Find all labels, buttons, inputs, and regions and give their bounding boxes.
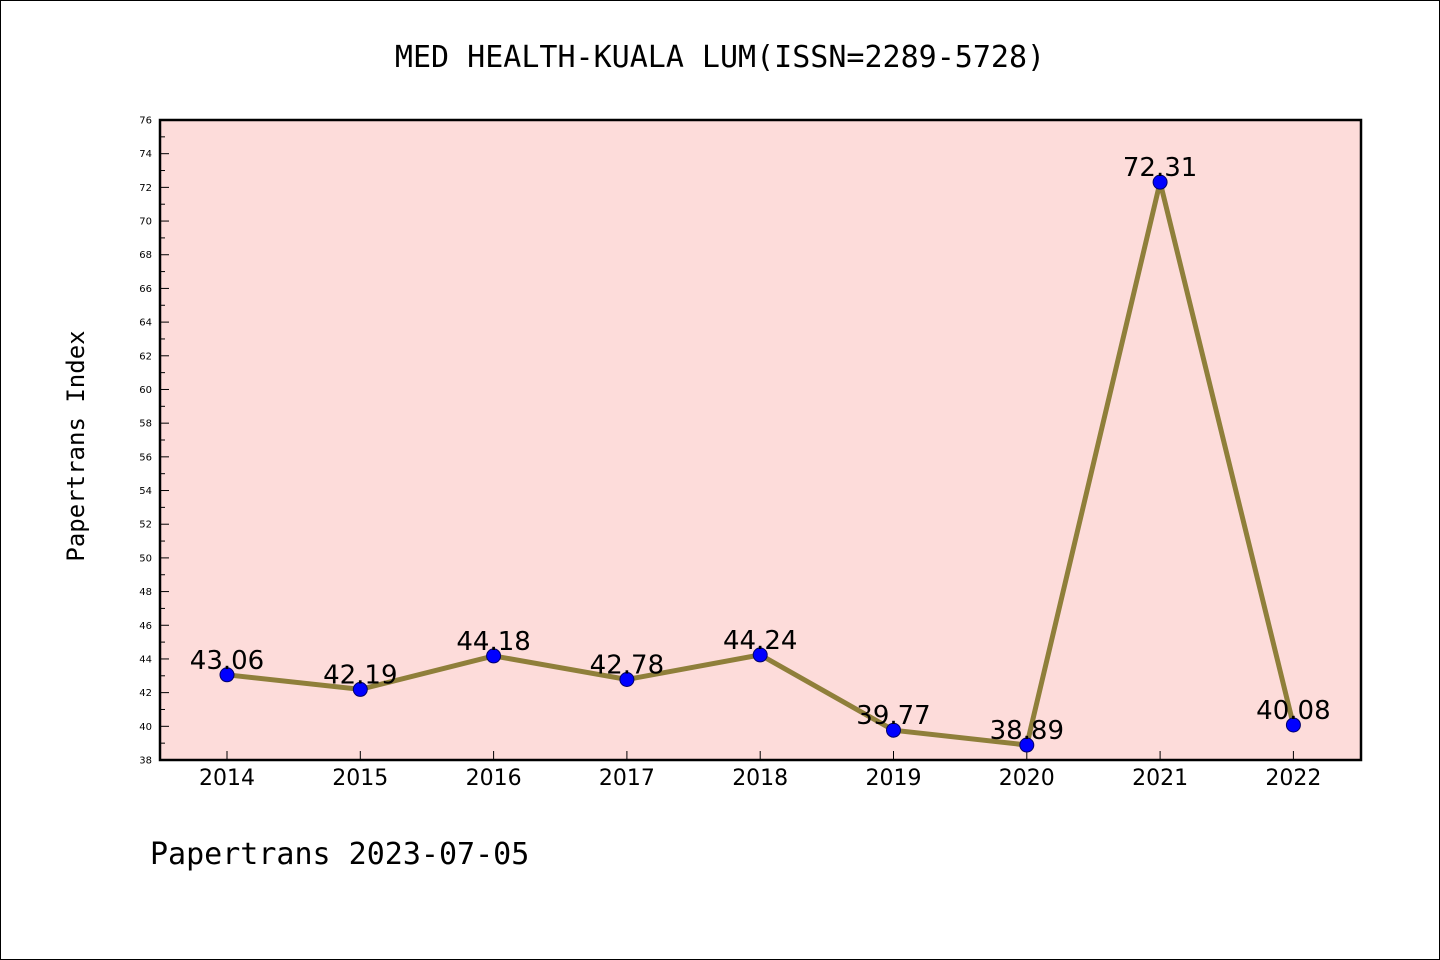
y-tick-label: 64 — [139, 318, 152, 329]
data-label: 42.78 — [590, 650, 664, 680]
data-label: 40.08 — [1256, 696, 1330, 726]
data-points — [219, 174, 1301, 753]
y-axis-label: Papertrans Index — [62, 330, 90, 561]
x-tick-label: 2017 — [599, 766, 655, 791]
x-tick-label: 2021 — [1132, 766, 1188, 791]
data-label: 44.18 — [456, 627, 530, 657]
x-tick-label: 2020 — [999, 766, 1055, 791]
y-tick-label: 54 — [139, 486, 152, 497]
y-tick-label: 70 — [139, 217, 152, 228]
footer-text: Papertrans 2023-07-05 — [150, 837, 529, 872]
x-tick-label: 2019 — [866, 766, 922, 791]
x-tick-label: 2016 — [466, 766, 522, 791]
y-tick-label: 58 — [139, 419, 152, 430]
data-point — [619, 671, 635, 687]
data-point — [352, 681, 368, 697]
data-point — [1019, 737, 1035, 753]
data-point — [752, 647, 768, 663]
y-tick-label: 40 — [139, 722, 152, 733]
data-labels: 43.06 42.19 44.18 42.78 44.24 39.77 38.89 72.31… — [190, 153, 1331, 746]
x-tick-label: 2018 — [732, 766, 788, 791]
y-tick-label: 72 — [139, 183, 152, 194]
data-point — [486, 648, 502, 664]
y-tick-label: 68 — [139, 250, 152, 261]
y-tick-label: 62 — [139, 351, 152, 362]
y-tick-label: 48 — [139, 587, 152, 598]
data-label: 72.31 — [1123, 153, 1197, 183]
y-tick-label: 52 — [139, 520, 152, 531]
data-label: 44.24 — [723, 626, 797, 656]
data-label: 38.89 — [990, 716, 1064, 746]
y-tick-label: 60 — [139, 385, 152, 396]
y-tick-label: 38 — [139, 756, 152, 767]
data-label: 43.06 — [190, 646, 264, 676]
y-tick-label: 76 — [139, 116, 152, 127]
x-tick-label: 2022 — [1265, 766, 1321, 791]
y-tick-label: 74 — [139, 149, 152, 160]
y-tick-label: 56 — [139, 452, 152, 463]
data-label: 39.77 — [856, 701, 930, 731]
x-axis: 2014 2015 2016 2017 2018 2019 2020 2021 2022 — [199, 751, 1321, 791]
y-tick-label: 66 — [139, 284, 152, 295]
y-tick-label: 44 — [139, 654, 152, 665]
y-tick-label: 46 — [139, 621, 152, 632]
plot-border — [158, 118, 1363, 762]
y-tick-label: 50 — [139, 553, 152, 564]
data-point — [219, 667, 235, 683]
x-tick-label: 2014 — [199, 766, 255, 791]
x-tick-label: 2015 — [332, 766, 388, 791]
data-label: 42.19 — [323, 660, 397, 690]
y-tick-label: 42 — [139, 688, 152, 699]
data-point — [1285, 717, 1301, 733]
data-point — [886, 722, 901, 738]
chart-title: MED HEALTH-KUALA LUM(ISSN=2289-5728) — [395, 40, 1045, 75]
data-point — [1152, 174, 1168, 190]
